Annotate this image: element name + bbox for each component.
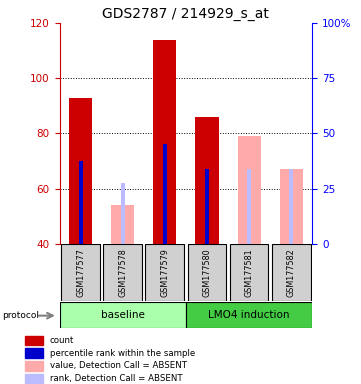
Bar [25,336,43,345]
Bar [25,374,43,384]
Bar [69,98,92,244]
Bar [163,144,167,244]
FancyBboxPatch shape [61,245,100,301]
Text: GSM177578: GSM177578 [118,248,127,297]
Bar [111,205,134,244]
Text: GSM177579: GSM177579 [160,248,169,297]
Text: GSM177577: GSM177577 [76,248,85,297]
Bar [25,361,43,371]
Text: GSM177582: GSM177582 [287,248,296,297]
Text: protocol: protocol [2,311,39,320]
Text: value, Detection Call = ABSENT: value, Detection Call = ABSENT [50,361,187,371]
Bar [205,169,209,244]
Text: count: count [50,336,74,345]
Text: GSM177580: GSM177580 [203,248,212,297]
Text: rank, Detection Call = ABSENT: rank, Detection Call = ABSENT [50,374,183,383]
FancyBboxPatch shape [145,245,184,301]
Text: LMO4 induction: LMO4 induction [208,310,290,320]
FancyBboxPatch shape [272,245,310,301]
FancyBboxPatch shape [60,302,186,328]
Bar [238,136,261,244]
Bar [153,40,177,244]
Text: baseline: baseline [101,310,145,320]
Bar [121,183,125,244]
FancyBboxPatch shape [230,245,269,301]
Bar [79,161,83,244]
Text: GSM177581: GSM177581 [245,248,253,297]
Bar [195,117,218,244]
Text: percentile rank within the sample: percentile rank within the sample [50,349,195,358]
Bar [289,169,293,244]
FancyBboxPatch shape [186,302,312,328]
Bar [247,169,251,244]
FancyBboxPatch shape [103,245,142,301]
Bar [280,169,303,244]
FancyBboxPatch shape [188,245,226,301]
Title: GDS2787 / 214929_s_at: GDS2787 / 214929_s_at [103,7,269,21]
Bar [25,349,43,358]
